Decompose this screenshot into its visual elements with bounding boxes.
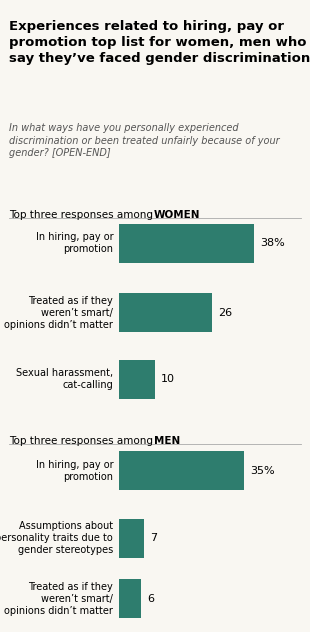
Text: 35%: 35% [250, 466, 274, 476]
FancyBboxPatch shape [119, 579, 141, 618]
FancyBboxPatch shape [119, 451, 244, 490]
Text: 26: 26 [218, 308, 232, 318]
Text: Treated as if they
weren’t smart/
opinions didn’t matter: Treated as if they weren’t smart/ opinio… [4, 296, 113, 330]
Text: Sexual harassment,
cat-calling: Sexual harassment, cat-calling [16, 368, 113, 390]
Text: 38%: 38% [260, 238, 285, 248]
Text: In what ways have you personally experienced
discrimination or been treated unfa: In what ways have you personally experie… [9, 123, 280, 158]
FancyBboxPatch shape [119, 519, 144, 558]
Text: 7: 7 [150, 533, 157, 544]
Text: Experiences related to hiring, pay or
promotion top list for women, men who
say : Experiences related to hiring, pay or pr… [9, 20, 310, 65]
FancyBboxPatch shape [119, 224, 254, 263]
Text: 6: 6 [147, 593, 154, 604]
Text: In hiring, pay or
promotion: In hiring, pay or promotion [36, 233, 113, 254]
Text: In hiring, pay or
promotion: In hiring, pay or promotion [36, 460, 113, 482]
Text: MEN: MEN [154, 436, 180, 446]
Text: Top three responses among: Top three responses among [9, 210, 157, 220]
Text: Top three responses among: Top three responses among [9, 436, 157, 446]
Text: Assumptions about
personality traits due to
gender stereotypes: Assumptions about personality traits due… [0, 521, 113, 556]
FancyBboxPatch shape [119, 293, 212, 332]
Text: WOMEN: WOMEN [154, 210, 201, 220]
Text: Treated as if they
weren’t smart/
opinions didn’t matter: Treated as if they weren’t smart/ opinio… [4, 581, 113, 616]
FancyBboxPatch shape [119, 360, 155, 399]
Text: 10: 10 [161, 374, 175, 384]
